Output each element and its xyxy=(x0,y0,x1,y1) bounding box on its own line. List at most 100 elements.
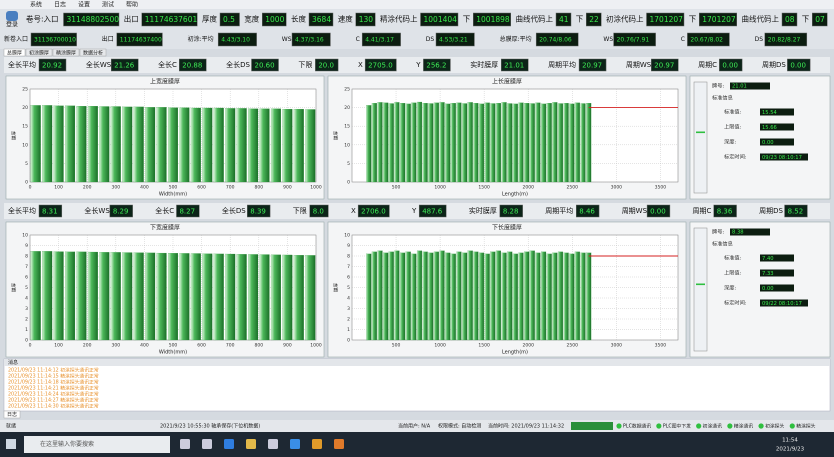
coil-field-value: 1001898 xyxy=(476,15,510,24)
stat-label: X xyxy=(351,207,356,215)
x-tick-label: 1000 xyxy=(434,343,446,349)
bar xyxy=(99,252,110,341)
x-tick-label: 100 xyxy=(54,185,63,191)
bar xyxy=(450,253,456,341)
tab-label[interactable]: 精涂膜厚 xyxy=(56,49,76,56)
y-tick-label: 5 xyxy=(25,285,28,291)
indicator-light xyxy=(727,423,733,429)
bar xyxy=(366,105,372,183)
thickness-field-value: 20.74/8.06 xyxy=(539,37,572,44)
coil-field-label: 曲线代码上 xyxy=(742,14,780,24)
indicator-label: 初涂探头 xyxy=(765,423,784,430)
bar xyxy=(462,103,468,183)
log-tab[interactable] xyxy=(3,410,21,419)
info-value-box xyxy=(760,284,794,292)
y-tick-label: 5 xyxy=(347,161,350,167)
bar xyxy=(501,252,507,341)
thickness-field-value: 4.37/3.16 xyxy=(295,37,324,44)
bar xyxy=(99,106,110,183)
coil-field-label: 厚度 xyxy=(202,14,217,24)
taskbar-app[interactable] xyxy=(246,439,256,449)
taskbar-app[interactable] xyxy=(334,439,344,449)
clock-time: 11:54 xyxy=(782,438,798,444)
bar xyxy=(259,254,270,341)
stat-value: 0.00 xyxy=(650,208,666,216)
stat-label: Y xyxy=(415,61,421,69)
stat-value-box xyxy=(719,58,743,72)
bar xyxy=(42,105,53,183)
bar xyxy=(586,252,592,341)
stat-value: 256.2 xyxy=(426,62,446,70)
bar xyxy=(535,102,541,183)
coil-field-value: 1000 xyxy=(265,15,284,24)
coil-field-value: 1001404 xyxy=(424,15,458,24)
menu-item[interactable]: 系统 xyxy=(30,1,42,9)
login-label[interactable]: 登录 xyxy=(6,21,18,29)
y-tick-label: 2 xyxy=(347,317,350,323)
y-tick-label: 25 xyxy=(344,87,350,93)
tab[interactable] xyxy=(3,48,26,57)
bar xyxy=(495,250,501,341)
clock-date: 2021/9/23 xyxy=(776,447,805,453)
start-button[interactable] xyxy=(6,439,16,449)
y-tick-label: 3 xyxy=(25,306,28,312)
stat-label: 全长DS xyxy=(226,60,250,69)
log-tab-label[interactable]: 日志 xyxy=(7,411,17,418)
y-tick-label: 10 xyxy=(344,142,350,148)
y-tick-label: 15 xyxy=(22,124,28,130)
bar xyxy=(541,251,547,341)
bar xyxy=(456,251,462,341)
tab[interactable] xyxy=(52,48,80,57)
taskbar-app[interactable] xyxy=(202,439,212,449)
bar xyxy=(270,254,281,341)
bar xyxy=(405,251,411,341)
search-placeholder[interactable]: 在这里输入你要搜索 xyxy=(40,440,94,448)
bar xyxy=(411,253,417,341)
log-panel xyxy=(3,358,831,412)
y-tick-label: 10 xyxy=(344,233,350,239)
x-tick-label: 600 xyxy=(197,185,206,191)
stat-value-box xyxy=(109,204,133,218)
taskbar-app[interactable] xyxy=(180,439,190,449)
x-tick-label: 300 xyxy=(112,185,121,191)
stat-label: 实时膜厚 xyxy=(470,60,498,69)
stat-label: 全长C xyxy=(158,60,177,69)
menu-item[interactable]: 帮助 xyxy=(126,1,138,9)
stat-label: 全长平均 xyxy=(8,60,36,69)
taskbar-app[interactable] xyxy=(312,439,322,449)
stat-value: 2705.0 xyxy=(368,62,393,70)
stat-value-box xyxy=(418,204,447,218)
coil-field-value-box xyxy=(219,12,240,27)
bar xyxy=(428,252,434,341)
taskbar-app[interactable] xyxy=(290,439,300,449)
y-tick-label: 9 xyxy=(25,243,28,249)
menu-item[interactable]: 设置 xyxy=(78,1,90,9)
menu-item[interactable]: 日志 xyxy=(54,1,66,9)
x-tick-label: 1000 xyxy=(434,185,446,191)
taskbar-app[interactable] xyxy=(224,439,234,449)
bar xyxy=(371,251,377,341)
search-box[interactable] xyxy=(24,436,170,453)
tab-label[interactable]: 初涂膜厚 xyxy=(29,49,49,56)
bar xyxy=(377,250,383,341)
bar xyxy=(535,252,541,341)
bar xyxy=(305,255,316,341)
bar xyxy=(156,107,167,183)
info-label: 深度: xyxy=(724,284,736,292)
login-icon[interactable] xyxy=(6,11,18,21)
bar xyxy=(400,103,406,183)
status-time: 当前时间: 2021/09/23 11:14:32 xyxy=(488,423,564,430)
bar xyxy=(574,102,580,183)
tab-label[interactable]: 总膜厚 xyxy=(7,49,22,56)
coil-field-value: 07 xyxy=(815,15,825,24)
brand-label: 牌号: xyxy=(712,228,724,236)
bar xyxy=(122,106,133,183)
stat-value-box xyxy=(499,204,523,218)
taskbar-app[interactable] xyxy=(268,439,278,449)
tab[interactable] xyxy=(79,48,107,57)
x-tick-label: 3500 xyxy=(655,343,667,349)
tab[interactable] xyxy=(25,48,53,57)
menu-item[interactable]: 测试 xyxy=(102,1,114,9)
tab-label[interactable]: 数据分析 xyxy=(83,49,103,56)
info-value-box xyxy=(760,299,808,307)
